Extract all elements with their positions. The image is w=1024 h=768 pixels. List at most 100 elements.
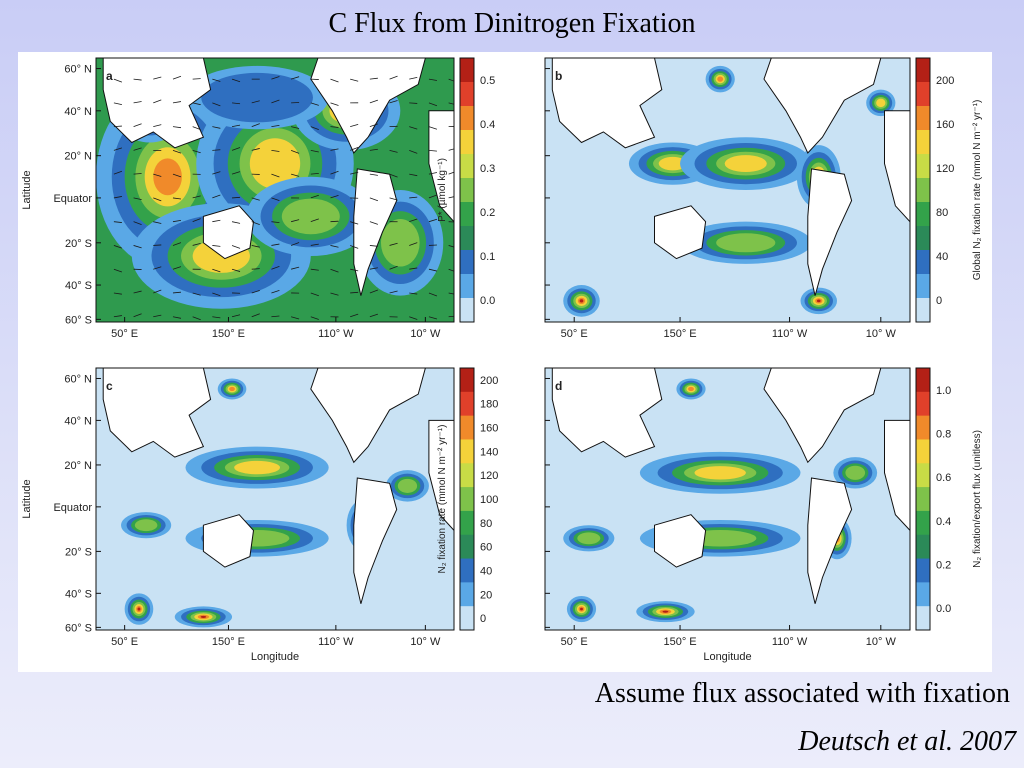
current-arrow (271, 289, 280, 294)
colorbar-swatch (916, 154, 930, 179)
current-arrow (409, 242, 418, 246)
lat-tick-label: 40° N (64, 415, 92, 427)
current-arrow (310, 173, 319, 175)
current-arrow (350, 124, 359, 128)
current-arrow (172, 75, 182, 80)
colorbar-tick-label: 80 (480, 518, 492, 530)
current-arrow (350, 147, 359, 151)
current-arrow (251, 100, 260, 104)
colorbar-swatch (916, 606, 930, 631)
current-arrow (153, 289, 162, 294)
current-arrow (153, 173, 162, 177)
current-arrow (389, 290, 398, 294)
current-arrow (271, 125, 280, 128)
current-arrow (251, 148, 260, 151)
lat-tick-label: 20° N (64, 460, 92, 472)
current-arrow (291, 126, 300, 129)
colorbar-swatch (460, 178, 474, 203)
contour-blob (662, 610, 669, 613)
current-arrow (192, 242, 201, 246)
colorbar-tick-label: 100 (480, 494, 498, 506)
current-arrow (409, 267, 418, 270)
colorbar-tick-label: 0.0 (480, 295, 495, 307)
contour-blob (716, 233, 776, 253)
current-arrow (133, 221, 142, 226)
colorbar-tick-label: 20 (480, 589, 492, 601)
panel-letter: a (106, 69, 113, 83)
current-arrow (310, 126, 319, 130)
current-arrow (428, 292, 438, 297)
current-arrow (369, 123, 379, 128)
colorbar-tick-label: 0 (936, 295, 942, 307)
current-arrow (231, 221, 241, 224)
current-arrow (409, 150, 418, 154)
colorbar-swatch (460, 439, 474, 464)
current-arrow (291, 219, 300, 223)
colorbar-tick-label: 40 (936, 251, 948, 263)
contour-blob (876, 98, 886, 108)
current-arrow (290, 76, 300, 80)
colorbar-tick-label: 0.4 (936, 516, 951, 528)
current-arrow (251, 313, 260, 318)
contour-blob (200, 615, 207, 618)
panel-letter: d (555, 379, 562, 393)
contour-blob (658, 156, 687, 171)
current-arrow (448, 171, 454, 175)
current-arrow (448, 78, 454, 82)
current-arrow (369, 221, 378, 225)
current-arrow (290, 316, 300, 320)
current-arrow (231, 245, 241, 249)
current-arrow (192, 292, 201, 296)
colorbar-frame (915, 57, 931, 323)
colorbar-title: N₂ fixation rate (mmol N m⁻² yr⁻¹) (437, 425, 448, 574)
current-arrow (369, 197, 379, 202)
land-mass (551, 58, 663, 149)
lat-tick-label: 60° S (65, 622, 92, 634)
current-arrow (212, 316, 221, 319)
current-arrow (153, 221, 162, 224)
citation: Deutsch et al. 2007 (798, 726, 1016, 757)
current-arrow (113, 245, 123, 249)
colorbar-tick-label: 0.4 (480, 119, 495, 131)
colorbar-swatch (916, 391, 930, 417)
current-arrow (369, 77, 378, 80)
current-arrow (271, 197, 280, 202)
colorbar-swatch (460, 58, 474, 83)
current-arrow (133, 290, 142, 294)
contour-blob (577, 532, 601, 545)
current-arrow (291, 266, 300, 270)
current-arrow (428, 126, 438, 130)
current-arrow (350, 291, 359, 294)
colorbar-swatch (460, 463, 474, 488)
latitude-axis-label: Latitude (21, 479, 33, 518)
colorbar-swatch (916, 510, 930, 536)
current-arrow (409, 218, 418, 223)
current-arrow (389, 173, 398, 178)
map-frame (544, 57, 911, 323)
current-arrow (271, 221, 280, 224)
lon-tick-label: 10° W (866, 636, 897, 648)
current-arrow (231, 171, 241, 175)
current-arrow (409, 102, 418, 104)
current-arrow (448, 102, 454, 105)
lat-tick-label: 60° N (64, 373, 92, 385)
current-arrow (113, 147, 123, 151)
current-arrow (192, 218, 201, 223)
current-arrow (271, 243, 280, 246)
colorbar-tick-label: 0 (480, 613, 486, 625)
current-arrow (212, 126, 221, 129)
colorbar-tick-label: 60 (480, 542, 492, 554)
current-arrow (409, 196, 418, 199)
current-arrow (212, 245, 221, 247)
current-arrow (389, 265, 398, 270)
colorbar-swatch (916, 178, 930, 203)
current-arrow (113, 170, 123, 175)
current-arrow (113, 78, 123, 83)
colorbar-tick-label: 40 (480, 565, 492, 577)
current-arrow (369, 245, 378, 247)
land-mass (807, 477, 853, 604)
lat-tick-label: Equator (53, 193, 92, 205)
current-arrow (153, 197, 162, 202)
current-arrow (172, 291, 182, 294)
land-mass (202, 514, 255, 568)
